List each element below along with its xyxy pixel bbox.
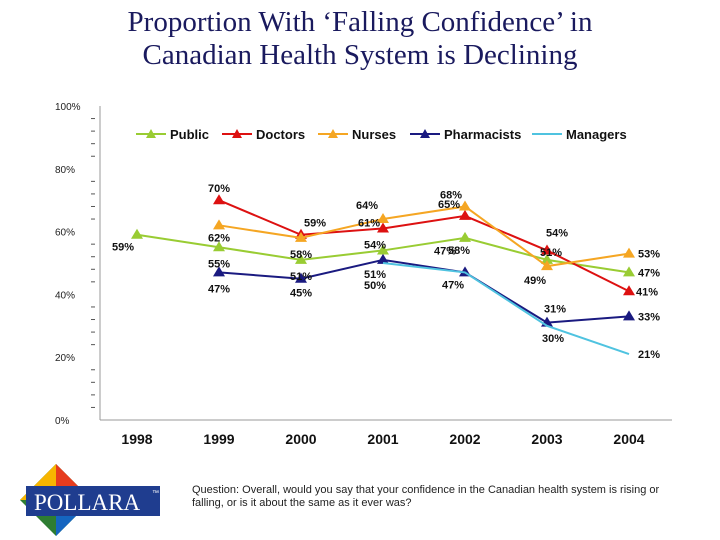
data-label-doctors: 61% [358, 217, 380, 229]
data-label-managers: 50% [364, 280, 386, 292]
data-point-public [131, 228, 143, 239]
data-label-pharmacists: 51% [364, 269, 386, 281]
line-chart: 0% 20% 40% 60% 80% 100% 1998 1999 2000 2001 2002 20… [55, 102, 672, 447]
data-label-nurses: 68% [440, 189, 462, 201]
x-tick-label: 2001 [367, 431, 398, 447]
y-tick-label: 20% [55, 353, 75, 364]
x-tick-label: 2002 [449, 431, 480, 447]
data-label-doctors: 41% [636, 286, 658, 298]
y-tick-label: 0% [55, 416, 70, 427]
x-tick-label: 2003 [531, 431, 562, 447]
data-label-public: 47% [638, 267, 660, 279]
data-point-public [459, 231, 471, 242]
y-tick-label: 80% [55, 165, 75, 176]
data-label-managers: 47% [434, 245, 456, 257]
data-point-pharmacists [213, 266, 225, 277]
y-tick-label: 60% [55, 228, 75, 239]
data-label-pharmacists: 45% [290, 288, 312, 300]
data-label-nurses: 58% [290, 249, 312, 261]
data-point-nurses [541, 260, 553, 271]
x-tick-label: 2000 [285, 431, 316, 447]
chart-title-line-1: Proportion With ‘Falling Confidence’ in [127, 6, 593, 38]
legend-marker [328, 129, 338, 138]
question-label: Question: [192, 484, 240, 496]
pollara-logo: POLLARA ™ [20, 464, 160, 536]
data-label-managers: 21% [638, 349, 660, 361]
data-point-pharmacists [377, 253, 389, 264]
logo-text: POLLARA [34, 490, 140, 515]
data-point-public [295, 253, 307, 264]
data-label-nurses: 64% [356, 200, 378, 212]
data-point-nurses [295, 231, 307, 242]
x-tick-label: 1998 [121, 431, 152, 447]
data-label-public: 51% [290, 271, 312, 283]
data-label-public: 54% [364, 239, 386, 251]
data-point-nurses [459, 200, 471, 211]
chart-title: Proportion With ‘Falling Confidence’ in … [0, 6, 720, 72]
legend-marker [232, 129, 242, 138]
data-label-managers: 30% [542, 333, 564, 345]
legend-marker [146, 129, 156, 138]
data-label-nurses: 49% [524, 275, 546, 287]
data-point-doctors [377, 222, 389, 233]
data-label-doctors: 59% [304, 218, 326, 230]
data-label-nurses: 53% [638, 249, 660, 261]
data-label-public: 59% [112, 242, 134, 254]
data-label-doctors: 65% [438, 199, 460, 211]
data-point-doctors [541, 244, 553, 255]
legend-label: Pharmacists [444, 127, 521, 142]
data-label-doctors: 70% [208, 183, 230, 195]
legend-marker [420, 129, 430, 138]
data-point-nurses [213, 219, 225, 230]
legend-label: Doctors [256, 127, 305, 142]
data-point-pharmacists [295, 272, 307, 283]
series-line-pharmacists [218, 258, 630, 324]
series-line-managers [382, 262, 630, 356]
data-label-public: 51% [540, 247, 562, 259]
x-tick-label: 2004 [613, 431, 644, 447]
data-label-pharmacists: 47% [208, 283, 230, 295]
data-point-public [213, 241, 225, 252]
question-text: Overall, would you say that your confide… [192, 484, 660, 509]
data-point-public [623, 266, 635, 277]
data-label-pharmacists: 31% [544, 304, 566, 316]
data-label-pharmacists: 47% [442, 279, 464, 291]
y-tick-label: 40% [55, 290, 75, 301]
y-tick-label: 100% [55, 102, 81, 113]
data-point-doctors [623, 285, 635, 296]
logo-trademark: ™ [152, 490, 159, 497]
x-tick-label: 1999 [203, 431, 234, 447]
chart-title-line-2: Canadian Health System is Declining [142, 39, 578, 71]
data-label-nurses: 62% [208, 232, 230, 244]
data-label-doctors: 54% [546, 227, 568, 239]
data-label-public: 58% [448, 245, 470, 257]
logo-band [26, 486, 160, 516]
data-point-doctors [459, 209, 471, 220]
data-label-public: 55% [208, 258, 230, 270]
legend-label: Managers [566, 127, 627, 142]
legend-label: Public [170, 127, 209, 142]
legend-label: Nurses [352, 127, 396, 142]
series-line-nurses [218, 205, 630, 268]
data-point-nurses [623, 247, 635, 258]
data-label-pharmacists: 33% [638, 311, 660, 323]
data-point-pharmacists [623, 310, 635, 321]
series-line-doctors [218, 199, 630, 293]
data-point-public [377, 244, 389, 255]
data-point-nurses [377, 213, 389, 224]
question-footnote: Question: Overall, would you say that yo… [192, 484, 692, 510]
data-point-public [541, 253, 553, 264]
data-point-doctors [213, 194, 225, 205]
